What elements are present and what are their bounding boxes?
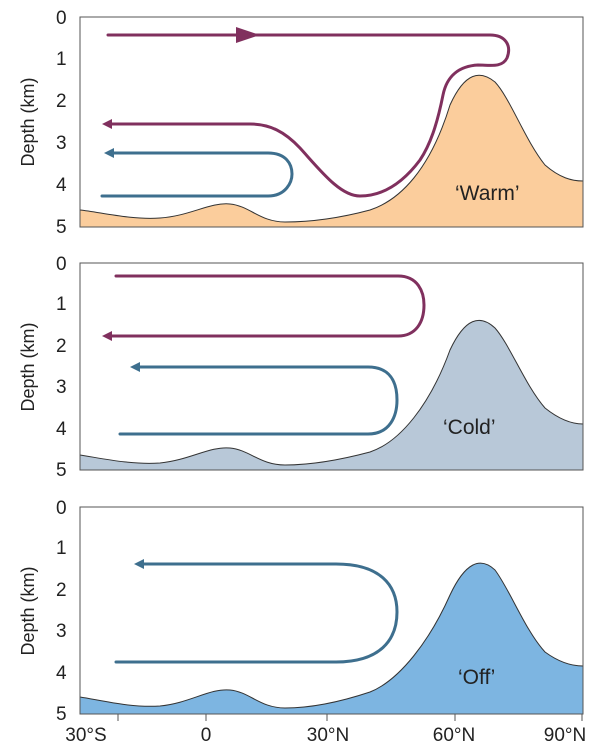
depth-tick-0: 0 <box>56 498 67 519</box>
depth-tick-1: 1 <box>56 294 67 315</box>
upper-cell-direction-arrow-warm <box>236 27 260 43</box>
deep-overturning-cell-cold <box>118 362 399 436</box>
panel-off: ‘Off’ 0 1 2 3 4 5 Depth (km) 30°S 0 30°N… <box>18 498 586 746</box>
depth-tick-2: 2 <box>56 91 67 112</box>
deep-overturning-cell-warm <box>100 148 294 198</box>
lat-tick-90n: 90°N <box>544 725 586 746</box>
depth-axis-cold: 0 1 2 3 4 5 Depth (km) <box>18 254 67 481</box>
upper-overturning-cell-cold <box>102 274 426 341</box>
depth-tick-4: 4 <box>56 175 67 196</box>
lat-tick-30s: 30°S <box>65 725 106 746</box>
depth-tick-4: 4 <box>56 419 67 440</box>
lat-tick-0: 0 <box>201 725 212 746</box>
panel-frame-cold <box>79 262 584 471</box>
depth-tick-5: 5 <box>56 217 67 238</box>
panel-label-cold: ‘Cold’ <box>443 416 496 439</box>
depth-axis-warm: 0 1 2 3 4 5 Depth (km) <box>18 8 67 238</box>
panel-label-off: ‘Off’ <box>458 666 495 689</box>
depth-tick-5: 5 <box>56 704 67 725</box>
seafloor-off <box>79 562 584 715</box>
depth-tick-3: 3 <box>56 133 67 154</box>
deep-overturning-cell-off <box>114 559 399 664</box>
panel-warm: ‘Warm’ 0 1 2 3 4 5 Depth (km) <box>18 8 584 238</box>
lat-tick-60n: 60°N <box>433 725 475 746</box>
depth-axis-title-cold: Depth (km) <box>18 322 38 411</box>
depth-axis-off: 0 1 2 3 4 5 Depth (km) <box>18 498 67 725</box>
lat-tick-30n: 30°N <box>307 725 349 746</box>
depth-tick-3: 3 <box>56 621 67 642</box>
latitude-axis: 30°S 0 30°N 60°N 90°N <box>65 714 586 746</box>
panel-frame-off <box>79 506 584 715</box>
depth-axis-title-off: Depth (km) <box>18 566 38 655</box>
seafloor-warm <box>79 74 584 228</box>
panel-cold: ‘Cold’ 0 1 2 3 4 5 Depth (km) <box>18 254 584 481</box>
depth-tick-4: 4 <box>56 663 67 684</box>
depth-tick-0: 0 <box>56 8 67 29</box>
depth-tick-2: 2 <box>56 336 67 357</box>
panel-frame-warm <box>79 16 584 228</box>
depth-tick-5: 5 <box>56 460 67 481</box>
depth-tick-3: 3 <box>56 377 67 398</box>
seafloor-cold <box>79 319 584 471</box>
depth-axis-title-warm: Depth (km) <box>18 77 38 166</box>
upper-overturning-cell-warm <box>102 33 511 198</box>
panel-label-warm: ‘Warm’ <box>455 182 520 205</box>
depth-tick-2: 2 <box>56 580 67 601</box>
depth-tick-1: 1 <box>56 49 67 70</box>
depth-tick-1: 1 <box>56 538 67 559</box>
depth-tick-0: 0 <box>56 254 67 275</box>
